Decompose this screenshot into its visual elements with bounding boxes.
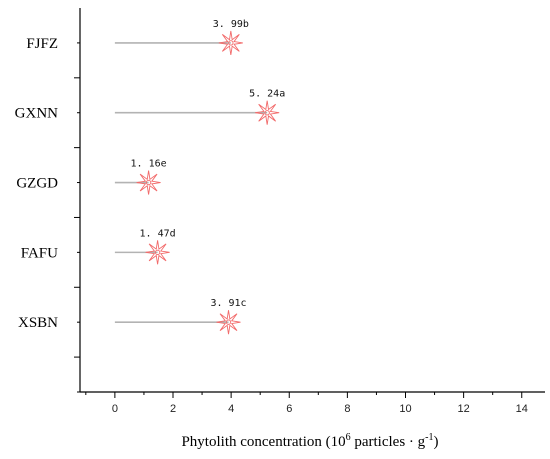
category-label-fjfz: FJFZ [26,36,58,52]
marker-center [145,179,152,186]
data-label-gzgd: 1. 16e [131,159,167,170]
marker-gzgd [136,170,161,195]
x-tick-label: 10 [399,403,411,415]
marker-star [136,170,161,195]
marker-fafu [145,240,170,265]
category-label-fafu: FAFU [21,245,58,261]
marker-star [218,30,243,55]
marker-xsbn [216,310,241,335]
marker-star [255,100,280,125]
x-axis-title-exp1: 6 [346,432,351,443]
x-axis-title-suffix: ) [434,434,439,450]
stems [114,42,268,323]
category-label-gzgd: GZGD [16,176,58,192]
data-label-fjfz: 3. 99b [213,19,249,30]
x-axis-title-exp2: -1 [425,432,433,443]
x-tick-label: 0 [112,403,118,415]
labels: 0 2 4 6 8 10 12 14 3. 99b FJFZ 5. 24a GXNN 1. 16e GZG… [15,19,528,415]
x-tick-label: 6 [286,403,292,415]
category-label-xsbn: XSBN [18,315,58,331]
marker-center [225,319,232,325]
marker-star [145,240,170,265]
x-tick-label: 4 [228,403,234,415]
data-label-gxnn: 5. 24a [249,89,285,100]
x-axis-title-prefix: Phytolith concentration (10 [181,434,345,450]
x-tick-label: 12 [458,403,470,415]
data-label-fafu: 1. 47d [140,228,176,239]
marker-center [154,249,161,256]
category-label-gxnn: GXNN [15,106,58,122]
marker-center [264,110,270,116]
markers [136,30,280,335]
axes [74,8,545,398]
x-tick-label: 8 [344,403,350,415]
marker-center [228,40,234,46]
x-tick-label: 14 [516,403,528,415]
data-label-xsbn: 3. 91c [210,298,246,309]
marker-fjfz [218,30,243,55]
marker-star [216,310,241,335]
marker-gxnn [255,100,280,125]
x-tick-label: 2 [170,403,176,415]
x-axis-title: Phytolith concentration (106 particles ·… [181,432,438,450]
x-axis-title-middle: particles · g [351,434,426,450]
